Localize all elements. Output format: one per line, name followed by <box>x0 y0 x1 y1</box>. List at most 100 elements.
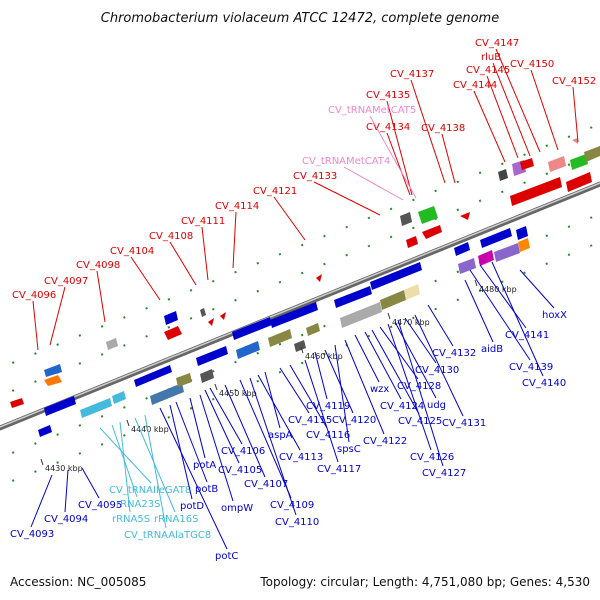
gene-leader-line <box>30 474 53 528</box>
gene-leader-line <box>486 75 519 159</box>
gene-label: rRNA5S <box>112 514 150 525</box>
gene-leader-line <box>175 401 208 483</box>
gene-leader-line <box>119 421 131 513</box>
backbone <box>0 181 600 431</box>
gene-label: rluB <box>481 52 501 63</box>
gene-label: CV_4121 <box>253 186 297 197</box>
gene-label: CV_4128 <box>397 381 441 392</box>
gene-label: CV_4141 <box>505 330 549 341</box>
gene-leader-line <box>410 79 446 184</box>
gene-label: CV_4126 <box>410 452 454 463</box>
gene-label: CV_4119 <box>306 401 350 412</box>
gene-leader-line <box>239 379 292 499</box>
gene-leader-line <box>530 69 559 151</box>
gene-leader-line <box>279 367 310 414</box>
gene-leader-line <box>572 86 579 143</box>
gene-leader-line <box>404 317 437 364</box>
gene-label: CV_4139 <box>509 362 553 373</box>
gene-label: CV_4124 <box>380 401 424 412</box>
gene-label: CV_4145 <box>466 65 510 76</box>
gene-leader-line <box>324 349 354 414</box>
gene-leader-line <box>364 331 402 400</box>
gene-leader-line <box>397 319 444 467</box>
gene-label: CV_4140 <box>522 378 566 389</box>
gene-leader-line <box>386 132 411 196</box>
gene-label: CV_4127 <box>422 468 466 479</box>
gene-label: CV_4125 <box>398 416 442 427</box>
gene-leader-line <box>334 344 350 443</box>
gene-leader-line <box>32 300 39 351</box>
gene-label: CV_4111 <box>181 216 225 227</box>
kbp-tick-mark <box>40 458 44 466</box>
kbp-tick-mark <box>126 419 130 427</box>
gene-label: CV_4104 <box>110 246 154 257</box>
gene-leader-line <box>209 387 243 445</box>
gene-leader-line <box>134 417 176 513</box>
gene-leader-line <box>264 371 281 429</box>
gene-label: rRNA16S <box>154 514 198 525</box>
gene-label: CV_4132 <box>432 348 476 359</box>
gene-leader-line <box>314 351 328 400</box>
gene-leader-line <box>441 133 456 184</box>
gene-label: CV_4096 <box>12 290 56 301</box>
gene-label: CV_4147 <box>475 38 519 49</box>
gene-label: CV_4152 <box>552 76 596 87</box>
forward-genes <box>10 138 600 408</box>
kbp-tick-mark <box>214 383 218 391</box>
kbp-tick-label: 4460 kbp <box>305 352 343 361</box>
gene-leader-line <box>96 270 106 323</box>
reverse-strand-labels: CV_4093 CV_4094 CV_4095 CV_tRNAIleGAT8 rRNA2… <box>10 261 567 562</box>
gene-label: wzx <box>370 384 389 395</box>
kbp-tick-mark <box>300 346 304 354</box>
gene-leader-line <box>491 261 544 377</box>
gene-label: CV_4117 <box>317 464 361 475</box>
gene-leader-line <box>344 339 385 435</box>
gene-label: rRNA23S <box>116 499 160 510</box>
gene-label: potC <box>215 551 238 562</box>
kbp-tick-label: 4430 kbp <box>45 464 83 473</box>
gene-label: CV_4098 <box>76 260 120 271</box>
gene-label: CV_4110 <box>275 517 319 528</box>
gene-leader-line <box>289 364 328 429</box>
gene-label: CV_4131 <box>442 418 486 429</box>
gene-leader-line <box>232 211 237 269</box>
gene-leader-line <box>414 314 464 417</box>
reverse-genes <box>38 226 530 437</box>
gene-label: CV_4095 <box>78 500 122 511</box>
gene-leader-line <box>371 329 420 415</box>
gene-label: CV_4094 <box>44 514 88 525</box>
gene-label: CV_4135 <box>366 90 410 101</box>
gene-label: CV_4115 <box>288 415 332 426</box>
gene-leader-line <box>354 334 380 383</box>
gene-leader-line <box>201 226 209 281</box>
gene-label: CV_4122 <box>363 436 407 447</box>
gene-leader-line <box>519 269 555 309</box>
gene-leader-line <box>159 407 228 550</box>
gene-label: CV_4105 <box>218 465 262 476</box>
gene-leader-line <box>273 196 306 241</box>
gene-label: CV_4144 <box>453 80 497 91</box>
gene-leader-line <box>204 389 240 464</box>
gene-label: hoxX <box>542 310 567 321</box>
gene-label: CV_tRNAMetCAT5 <box>328 105 416 116</box>
gene-label: CV_4108 <box>149 231 193 242</box>
kbp-tick-mark <box>387 312 391 320</box>
gene-leader-line <box>169 241 197 286</box>
gene-label: aspA <box>268 430 293 441</box>
gene-label: CV_4130 <box>415 365 459 376</box>
gene-leader-line <box>64 469 69 513</box>
gene-label: CV_tRNAIleGAT8 <box>109 485 191 496</box>
kbp-tick-label: 4450 kbp <box>219 389 257 398</box>
gene-label: CV_4116 <box>306 430 350 441</box>
gene-label: potB <box>195 484 218 495</box>
gene-label: CV_4150 <box>510 59 554 70</box>
gene-label: spsC <box>337 444 361 455</box>
gene-leader-line <box>189 397 206 459</box>
gene-leader-line <box>224 384 266 478</box>
gene-leader-line <box>49 286 66 346</box>
gene-leader-line <box>386 100 413 196</box>
gene-label: ompW <box>221 503 253 514</box>
gene-leader-line <box>387 323 432 451</box>
